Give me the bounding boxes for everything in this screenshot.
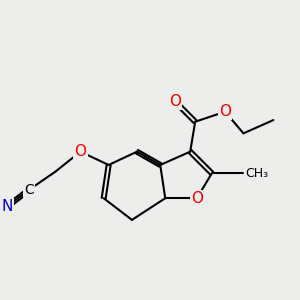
Text: O: O [169, 94, 181, 109]
Text: O: O [191, 191, 203, 206]
Text: N: N [2, 199, 13, 214]
Text: C: C [24, 183, 34, 197]
Text: O: O [74, 144, 86, 159]
Text: CH₃: CH₃ [245, 167, 268, 180]
Text: O: O [219, 104, 231, 119]
